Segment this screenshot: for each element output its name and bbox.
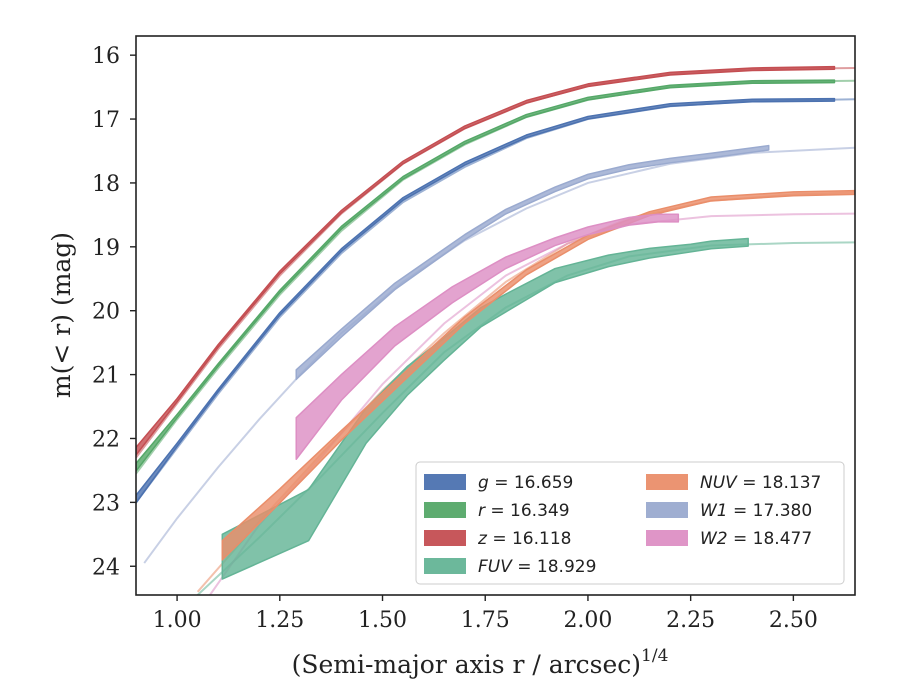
y-tick-label: 17 — [92, 108, 120, 133]
legend-label-z: z = 16.118 — [477, 529, 571, 549]
band-r — [136, 79, 836, 472]
y-axis-ticks: 16 17 18 19 20 21 22 23 24 — [92, 44, 136, 580]
y-tick-label: 22 — [92, 427, 120, 452]
legend-value-g: = 16.659 — [489, 473, 574, 493]
plot-frame — [135, 35, 856, 596]
legend-swatch-NUV — [646, 474, 688, 490]
x-axis-ticks: 1.00 1.25 1.50 1.75 2.00 2.25 2.50 — [153, 595, 818, 633]
legend-value-r: = 16.349 — [485, 501, 570, 521]
legend-label-r: r = 16.349 — [478, 501, 570, 521]
legend-value-W2: = 18.477 — [728, 529, 813, 549]
band-z — [136, 65, 836, 456]
legend-label-FUV: FUV = 18.929 — [478, 557, 596, 577]
y-axis-label: m(< r) (mag) — [47, 232, 76, 398]
y-tick-label: 24 — [92, 555, 120, 580]
band-W1 — [295, 144, 770, 381]
legend-var-W1: W1 — [700, 501, 728, 521]
legend-value-FUV: = 18.929 — [512, 557, 597, 577]
measurement-bands — [136, 65, 855, 580]
legend-swatch-W2 — [646, 530, 688, 546]
x-axis-label-exponent: 1/4 — [641, 646, 668, 666]
y-tick-label: 16 — [92, 44, 120, 69]
legend-label-W1: W1 = 17.380 — [700, 501, 812, 521]
legend-var-z: z — [477, 529, 488, 549]
legend-value-NUV: = 18.137 — [737, 473, 822, 493]
x-tick-label: 2.50 — [769, 608, 818, 633]
x-tick-label: 1.25 — [255, 608, 304, 633]
band-g — [136, 97, 836, 504]
legend-var-g: g — [478, 473, 489, 493]
legend-swatch-g — [424, 474, 466, 490]
x-tick-label: 1.75 — [461, 608, 510, 633]
legend-swatch-FUV — [424, 558, 466, 574]
legend-label-NUV: NUV = 18.137 — [700, 473, 821, 493]
band-W2 — [295, 213, 680, 460]
x-tick-label: 2.25 — [666, 608, 715, 633]
x-tick-label: 2.00 — [563, 608, 612, 633]
x-tick-label: 1.50 — [358, 608, 407, 633]
legend-frame — [415, 461, 845, 585]
legend-var-FUV: FUV — [478, 557, 513, 577]
legend-value-W1: = 17.380 — [728, 501, 813, 521]
y-tick-label: 19 — [92, 236, 120, 261]
legend-label-W2: W2 = 18.477 — [700, 529, 812, 549]
legend-value-z: = 16.118 — [487, 529, 572, 549]
y-tick-label: 21 — [92, 364, 120, 389]
legend-swatch-z — [424, 530, 466, 546]
x-axis-label: (Semi-major axis r / arcsec)1/4 — [292, 646, 669, 679]
legend-var-W2: W2 — [700, 529, 728, 549]
y-tick-label: 23 — [92, 491, 120, 516]
legend-label-g: g = 16.659 — [478, 473, 573, 493]
legend-swatch-r — [424, 502, 466, 518]
y-tick-label: 18 — [92, 172, 120, 197]
legend-swatch-W1 — [646, 502, 688, 518]
legend-var-NUV: NUV — [700, 473, 738, 493]
band-NUV — [221, 189, 855, 561]
x-tick-label: 1.00 — [153, 608, 202, 633]
legend-var-r: r — [478, 501, 486, 521]
y-tick-label: 20 — [92, 300, 120, 325]
